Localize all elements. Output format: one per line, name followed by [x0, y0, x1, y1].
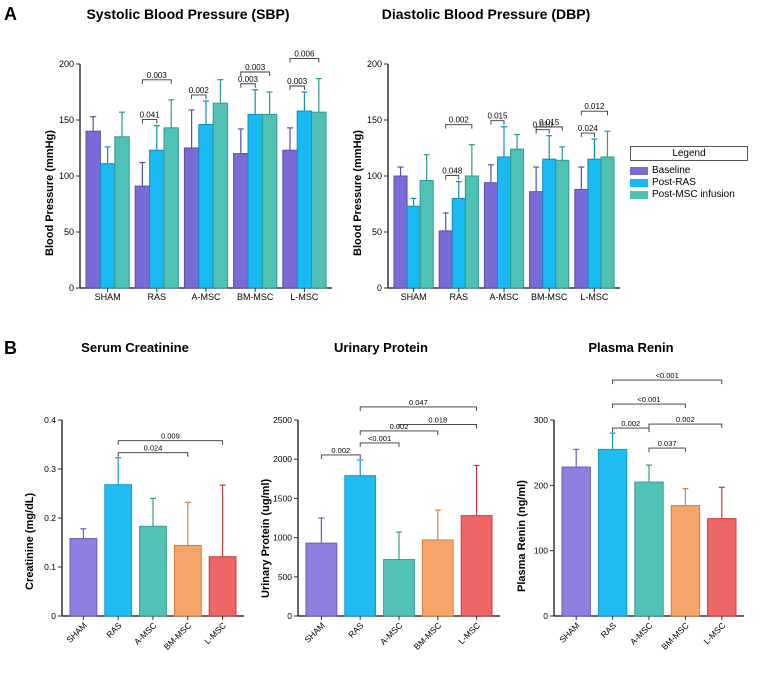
svg-text:RAS: RAS: [104, 620, 124, 640]
svg-text:SHAM: SHAM: [401, 292, 427, 302]
svg-text:L-MSC: L-MSC: [701, 620, 727, 646]
svg-text:150: 150: [59, 115, 74, 125]
svg-text:BM-MSC: BM-MSC: [162, 620, 193, 651]
svg-text:RAS: RAS: [148, 292, 167, 302]
svg-text:200: 200: [59, 59, 74, 69]
svg-text:300: 300: [534, 415, 548, 425]
svg-text:0.024: 0.024: [578, 124, 599, 133]
svg-text:RAS: RAS: [450, 292, 469, 302]
svg-text:0.2: 0.2: [44, 513, 56, 523]
legend-swatch: [630, 179, 648, 187]
svg-text:2500: 2500: [273, 415, 292, 425]
svg-text:0.002: 0.002: [331, 446, 350, 455]
svg-text:200: 200: [534, 480, 548, 490]
svg-text:0.003: 0.003: [287, 77, 308, 86]
svg-text:A-MSC: A-MSC: [490, 292, 520, 302]
svg-text:0.003: 0.003: [245, 63, 266, 72]
legend-label: Post-MSC infusion: [652, 189, 735, 200]
dbp-chart: Diastolic Blood Pressure (DBP) Blood Pre…: [346, 6, 626, 326]
legend-header: Legend: [630, 146, 748, 161]
svg-text:0.002: 0.002: [189, 86, 210, 95]
svg-text:50: 50: [64, 227, 74, 237]
svg-text:2000: 2000: [273, 454, 292, 464]
legend-item: Post-MSC infusion: [630, 189, 748, 200]
svg-text:A-MSC: A-MSC: [378, 620, 404, 646]
svg-text:BM-MSC: BM-MSC: [237, 292, 274, 302]
svg-text:1500: 1500: [273, 493, 292, 503]
svg-text:BM-MSC: BM-MSC: [531, 292, 568, 302]
svg-text:L-MSC: L-MSC: [290, 292, 319, 302]
legend-item: Post-RAS: [630, 177, 748, 188]
svg-text:0.006: 0.006: [294, 50, 315, 59]
svg-text:0.002: 0.002: [676, 415, 695, 424]
protein-chart: Urinary Protein Urinary Protein (ug/ml) …: [256, 340, 506, 660]
svg-text:0.047: 0.047: [409, 398, 428, 407]
svg-text:100: 100: [367, 171, 382, 181]
svg-text:0.003: 0.003: [147, 71, 168, 80]
svg-text:0.002: 0.002: [449, 116, 470, 125]
svg-text:0.003: 0.003: [238, 75, 259, 84]
svg-text:RAS: RAS: [346, 620, 366, 640]
svg-text:BM-MSC: BM-MSC: [659, 620, 690, 651]
svg-text:SHAM: SHAM: [64, 620, 88, 644]
legend-label: Post-RAS: [652, 177, 696, 188]
svg-text:0.015: 0.015: [487, 112, 508, 121]
svg-text:200: 200: [367, 59, 382, 69]
svg-text:SHAM: SHAM: [95, 292, 121, 302]
svg-text:SHAM: SHAM: [557, 620, 581, 644]
svg-text:A-MSC: A-MSC: [192, 292, 222, 302]
svg-text:L-MSC: L-MSC: [456, 620, 482, 646]
svg-text:L-MSC: L-MSC: [580, 292, 609, 302]
svg-text:0: 0: [69, 283, 74, 293]
legend-swatch: [630, 167, 648, 175]
svg-text:50: 50: [372, 227, 382, 237]
svg-text:0.037: 0.037: [658, 439, 677, 448]
svg-text:RAS: RAS: [599, 620, 619, 640]
svg-text:100: 100: [59, 171, 74, 181]
svg-text:0.1: 0.1: [44, 562, 56, 572]
svg-text:100: 100: [534, 546, 548, 556]
svg-text:0.002: 0.002: [621, 419, 640, 428]
svg-text:500: 500: [278, 572, 292, 582]
svg-text:0.3: 0.3: [44, 464, 56, 474]
svg-text:BM-MSC: BM-MSC: [412, 620, 443, 651]
panel-label-a: A: [4, 4, 17, 25]
legend-label: Baseline: [652, 165, 690, 176]
svg-text:0.048: 0.048: [442, 167, 463, 176]
svg-text:0.015: 0.015: [539, 118, 560, 127]
sbp-chart: Systolic Blood Pressure (SBP) Blood Pres…: [38, 6, 338, 326]
svg-text:SHAM: SHAM: [302, 620, 326, 644]
svg-text:A-MSC: A-MSC: [132, 620, 158, 646]
svg-text:<0.001: <0.001: [368, 434, 391, 443]
legend-item: Baseline: [630, 165, 748, 176]
svg-text:0: 0: [287, 611, 292, 621]
svg-text:150: 150: [367, 115, 382, 125]
svg-text:0.041: 0.041: [140, 111, 161, 120]
svg-text:A-MSC: A-MSC: [628, 620, 654, 646]
svg-text:0: 0: [377, 283, 382, 293]
svg-text:1000: 1000: [273, 533, 292, 543]
svg-text:L-MSC: L-MSC: [202, 620, 228, 646]
svg-text:0.024: 0.024: [144, 444, 163, 453]
svg-text:<0.001: <0.001: [637, 395, 660, 404]
svg-text:<0.001: <0.001: [656, 371, 679, 380]
renin-chart: Plasma Renin Plasma Renin (ng/ml) 010020…: [512, 340, 750, 660]
svg-text:0.4: 0.4: [44, 415, 56, 425]
svg-text:0: 0: [51, 611, 56, 621]
svg-text:0: 0: [543, 611, 548, 621]
creatinine-chart: Serum Creatinine Creatinine (mg/dL) 00.1…: [20, 340, 250, 660]
svg-text:0.018: 0.018: [428, 415, 447, 424]
svg-text:0.012: 0.012: [584, 102, 605, 111]
panel-label-b: B: [4, 338, 17, 359]
legend: Legend BaselinePost-RASPost-MSC infusion: [630, 146, 748, 201]
legend-swatch: [630, 191, 648, 199]
svg-text:0.009: 0.009: [161, 432, 180, 441]
